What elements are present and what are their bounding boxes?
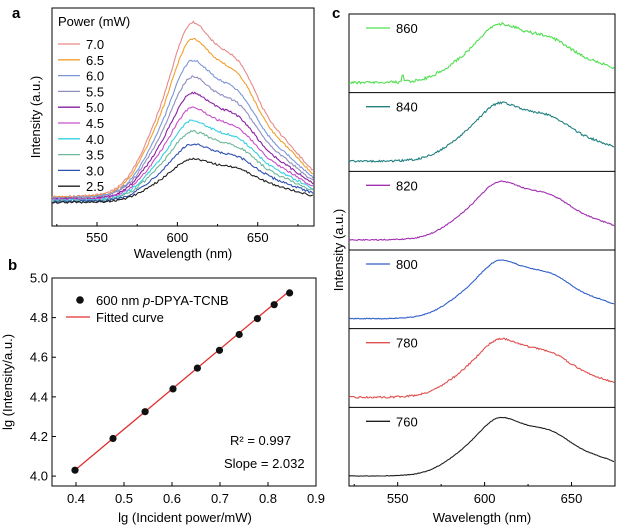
panel-a-series-7-0	[51, 20, 314, 198]
panel-b-point-4	[169, 385, 177, 393]
panel-b-point-10	[286, 289, 294, 297]
panel-b-ytick-label: 4.4	[30, 389, 48, 404]
panel-c-curve-760	[348, 416, 615, 477]
panel-a-frame	[51, 7, 315, 227]
panel-a-series-4-5	[51, 106, 314, 202]
panel-c-ticks: 550 600 650	[353, 482, 583, 506]
panel-c-legend-label-760: 760	[396, 414, 418, 429]
panel-b-ytick-label: 5.0	[30, 271, 48, 286]
panel-b-xtick-label: 0.4	[67, 491, 85, 506]
panel-c-curve-860	[348, 21, 615, 85]
panel-label-b: b	[8, 257, 17, 274]
panel-c-legend-label-800: 800	[396, 257, 418, 272]
panel-b-ticks: 0.4 0.5 0.6 0.7 0.8 0.9 4.0 4.2 4.4 4.6 4.8 5.0	[30, 271, 325, 507]
panel-a-legend-label-3-0: 3.0	[86, 163, 104, 178]
panel-a-xlabel: Wavelength (nm)	[134, 246, 233, 261]
panel-a-legend-title: Power (mW)	[58, 14, 130, 29]
panel-b-point-8	[253, 315, 261, 323]
panel-b-xtick-label: 0.8	[259, 491, 277, 506]
panel-a-legend-label-5-0: 5.0	[86, 100, 104, 115]
panel-b-ytick-label: 4.0	[30, 469, 48, 484]
panel-a-legend-label-2-5: 2.5	[86, 179, 104, 194]
panel-b-slope-annotation: Slope = 2.032	[224, 456, 305, 471]
panel-c-xtick-label: 550	[387, 491, 409, 506]
panel-c-curve-780	[348, 337, 615, 399]
panel-b-ytick-label: 4.8	[30, 310, 48, 325]
panel-label-a: a	[12, 5, 21, 22]
panel-a-series-2-5	[51, 157, 314, 204]
panel-a-legend-label-5-5: 5.5	[86, 84, 104, 99]
panel-a-series-5-5	[51, 74, 314, 201]
panel-b-xtick-label: 0.6	[163, 491, 181, 506]
panel-c-xtick-label: 650	[561, 491, 583, 506]
panel-c-curve-800	[348, 259, 615, 320]
panel-b-xtick-label: 0.7	[211, 491, 229, 506]
panel-b-point-3	[141, 408, 149, 416]
panel-b-xtick-label: 0.9	[307, 491, 325, 506]
panel-b-legend-marker	[76, 296, 84, 304]
panel-a-series-3-0	[51, 143, 314, 204]
panel-a-legend-label-7-0: 7.0	[86, 37, 104, 52]
panel-b-frame	[51, 277, 317, 487]
panel-c-ylabel: Intensity (a.u.)	[331, 209, 346, 291]
panel-label-c: c	[332, 5, 340, 22]
panel-c-xlabel: Wavelength (nm)	[433, 510, 532, 525]
panel-a-xtick-label: 600	[167, 230, 189, 245]
panel-b-point-6	[215, 346, 224, 354]
panel-a-xtick-label: 650	[247, 230, 269, 245]
panel-b-point-7	[235, 330, 243, 339]
panel-c-stacked-panels: 860 840 820 800 780 760	[348, 21, 615, 477]
panel-b-point-5	[193, 364, 201, 372]
panel-c-chart: 860 840 820 800 780 760 550 600 650 Wavelength …	[331, 13, 616, 525]
panel-b-point-9	[270, 301, 278, 309]
panel-a-curves	[51, 20, 314, 204]
panel-c-xtick-label: 600	[474, 491, 496, 506]
panel-b-ytick-label: 4.6	[30, 350, 48, 365]
panel-c-legend-label-780: 780	[396, 336, 418, 351]
panel-a-legend: 7.06.56.05.55.04.54.03.53.02.5	[58, 37, 104, 194]
panel-b-xtick-label: 0.5	[115, 491, 133, 506]
panel-b-point-1	[71, 466, 79, 474]
panel-a-chart: 550 600 650 Wavelength (nm) Intensity (a.u…	[28, 7, 315, 261]
panel-c-legend-label-820: 820	[396, 178, 418, 193]
panel-a-legend-label-4-5: 4.5	[86, 116, 104, 131]
panel-a-ticks: 550 600 650	[56, 222, 299, 245]
panel-a-legend-label-6-5: 6.5	[86, 53, 104, 68]
panel-a-legend-label-4-0: 4.0	[86, 132, 104, 147]
panel-b-r2-annotation: R² = 0.997	[230, 433, 291, 448]
panel-b-ylabel: lg (Intensity/a.u.)	[0, 334, 15, 430]
panel-c-legend-label-840: 840	[396, 100, 418, 115]
panel-b-point-2	[109, 434, 117, 443]
panel-a-legend-label-6-0: 6.0	[86, 69, 104, 84]
panel-c-curve-820	[348, 180, 615, 241]
panel-a-legend-label-3-5: 3.5	[86, 148, 104, 163]
panel-c-legend-label-860: 860	[396, 21, 418, 36]
panel-c-curve-840	[348, 101, 614, 163]
panel-b-xlabel: lg (Incident power/mW)	[118, 510, 252, 525]
panel-a-ylabel: Intensity (a.u.)	[28, 76, 43, 158]
panel-b-legend-line-label: Fitted curve	[96, 310, 164, 325]
panel-b-chart: 0.4 0.5 0.6 0.7 0.8 0.9 4.0 4.2 4.4 4.6 4.8 5.0 lg …	[0, 271, 325, 526]
panel-a-xtick-label: 550	[86, 230, 108, 245]
panel-b-ytick-label: 4.2	[30, 429, 48, 444]
panel-b-plot	[71, 289, 294, 474]
panel-b-legend-marker-label: 600 nm p-DPYA-TCNB	[96, 293, 229, 308]
